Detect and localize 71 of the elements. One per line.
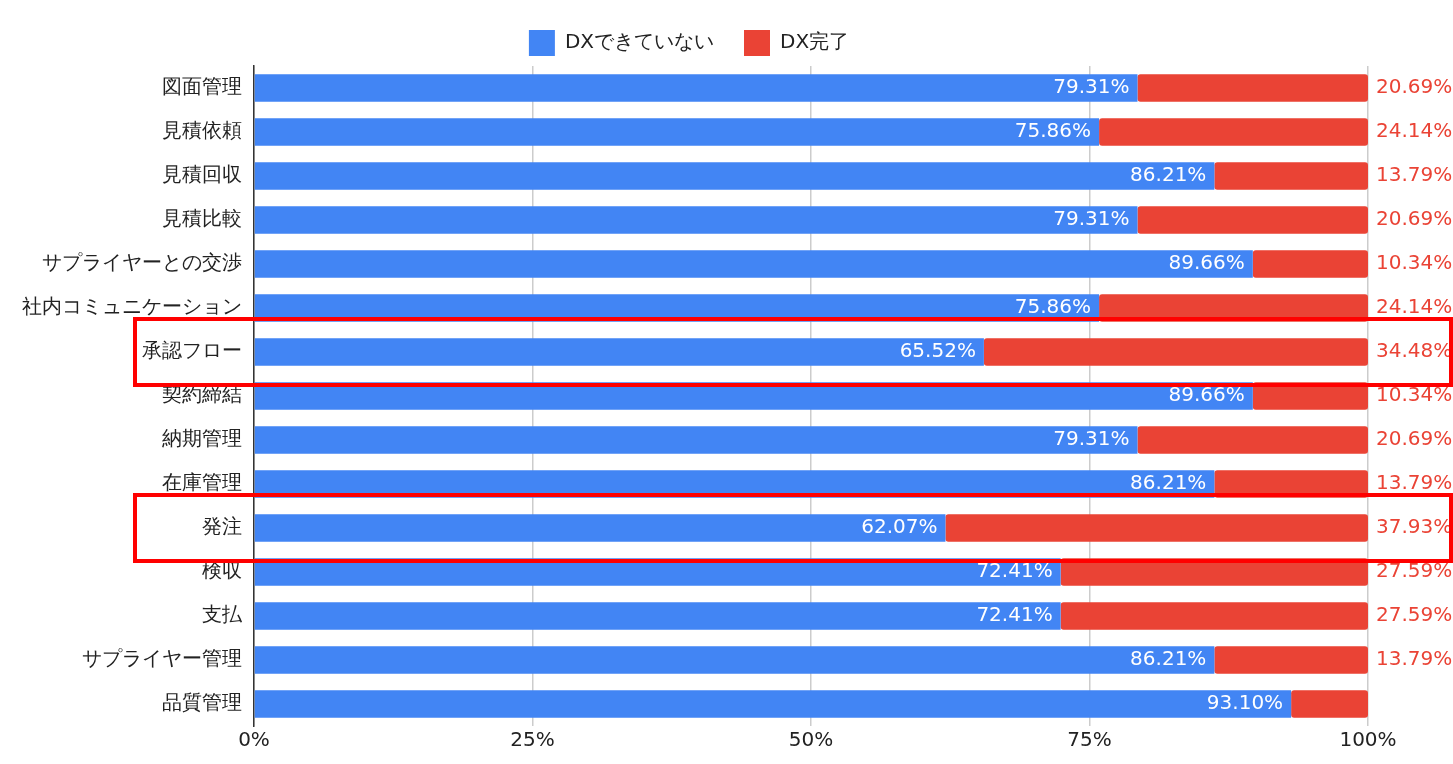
bar bbox=[254, 514, 946, 542]
data-label: 86.21% bbox=[1130, 646, 1207, 671]
data-label: 65.52% bbox=[899, 338, 976, 363]
data-label: 27.59% bbox=[1376, 558, 1453, 583]
bar bbox=[254, 162, 1215, 190]
bar bbox=[254, 118, 1100, 146]
y-tick-label: 発注 bbox=[202, 514, 242, 539]
data-label: 20.69% bbox=[1376, 206, 1453, 231]
bar bbox=[254, 646, 1215, 674]
data-label: 13.79% bbox=[1376, 646, 1453, 671]
x-tick-label: 75% bbox=[1067, 727, 1112, 752]
data-label: 72.41% bbox=[976, 602, 1053, 627]
data-label: 93.10% bbox=[1206, 690, 1284, 715]
data-label: 27.59% bbox=[1376, 602, 1453, 627]
data-label: 72.41% bbox=[976, 558, 1053, 583]
bar bbox=[254, 602, 1061, 630]
bar bbox=[1137, 206, 1368, 234]
data-label: 79.31% bbox=[1053, 426, 1130, 451]
data-label: 79.31% bbox=[1053, 74, 1130, 99]
x-tick-label: 100% bbox=[1339, 727, 1397, 752]
data-label: 86.21% bbox=[1130, 162, 1207, 187]
bar bbox=[1137, 426, 1368, 454]
data-label: 10.34% bbox=[1376, 382, 1453, 407]
bar bbox=[945, 514, 1368, 542]
bar bbox=[1137, 74, 1368, 102]
y-tick-label: 支払 bbox=[202, 602, 243, 627]
data-label: 62.07% bbox=[861, 514, 938, 539]
bar bbox=[254, 338, 984, 366]
bar bbox=[1099, 118, 1368, 146]
data-label: 24.14% bbox=[1376, 294, 1453, 319]
data-label: 34.48% bbox=[1376, 338, 1453, 363]
y-tick-label: 見積比較 bbox=[162, 206, 242, 231]
bar bbox=[1291, 690, 1368, 718]
bar bbox=[254, 250, 1253, 278]
data-label: 24.14% bbox=[1376, 118, 1453, 143]
y-tick-label: 見積回収 bbox=[162, 162, 242, 187]
data-label: 13.79% bbox=[1376, 470, 1453, 495]
data-label: 86.21% bbox=[1130, 470, 1207, 495]
y-tick-label: 承認フロー bbox=[142, 338, 242, 363]
data-label: 75.86% bbox=[1014, 118, 1092, 143]
bar bbox=[1060, 602, 1368, 630]
bar bbox=[1214, 162, 1368, 190]
bar bbox=[1214, 646, 1368, 674]
bar bbox=[254, 74, 1138, 102]
y-tick-label: 品質管理 bbox=[162, 690, 242, 715]
data-label: 37.93% bbox=[1376, 514, 1453, 539]
data-label: 89.66% bbox=[1168, 382, 1245, 407]
x-tick-label: 50% bbox=[788, 727, 834, 752]
y-tick-label: サプライヤーとの交渉 bbox=[42, 250, 242, 275]
y-tick-label: 社内コミュニケーション bbox=[22, 294, 242, 319]
y-tick-label: 納期管理 bbox=[162, 426, 242, 451]
y-tick-label: 図面管理 bbox=[162, 74, 242, 99]
bar bbox=[254, 206, 1138, 234]
x-tick-label: 0% bbox=[238, 727, 270, 752]
data-label: 13.79% bbox=[1376, 162, 1453, 187]
legend-label: DXできていない bbox=[564, 29, 715, 54]
data-label: 89.66% bbox=[1168, 250, 1245, 275]
data-label: 20.69% bbox=[1376, 74, 1453, 99]
data-label: 20.69% bbox=[1376, 426, 1453, 451]
legend-label: DX完了 bbox=[780, 29, 850, 54]
bar bbox=[254, 690, 1292, 718]
y-tick-label: 見積依頼 bbox=[162, 118, 242, 143]
bar bbox=[1252, 250, 1368, 278]
y-tick-label: サプライヤー管理 bbox=[82, 646, 242, 671]
x-tick-label: 25% bbox=[510, 727, 555, 752]
data-label: 10.34% bbox=[1376, 250, 1453, 275]
bar bbox=[983, 338, 1368, 366]
y-tick-label: 在庫管理 bbox=[162, 470, 242, 495]
data-label: 75.86% bbox=[1014, 294, 1092, 319]
bar bbox=[254, 426, 1138, 454]
data-label: 79.31% bbox=[1053, 206, 1130, 231]
